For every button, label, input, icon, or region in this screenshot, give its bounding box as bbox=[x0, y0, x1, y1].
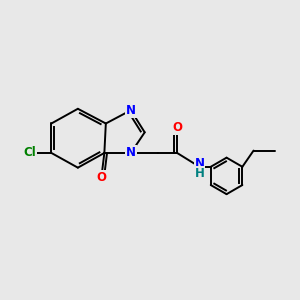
Text: H: H bbox=[194, 167, 204, 180]
Text: Cl: Cl bbox=[23, 146, 36, 159]
Text: O: O bbox=[96, 171, 106, 184]
Text: N: N bbox=[194, 157, 205, 170]
Text: N: N bbox=[126, 146, 136, 159]
Text: N: N bbox=[126, 104, 136, 117]
Text: O: O bbox=[172, 122, 182, 134]
